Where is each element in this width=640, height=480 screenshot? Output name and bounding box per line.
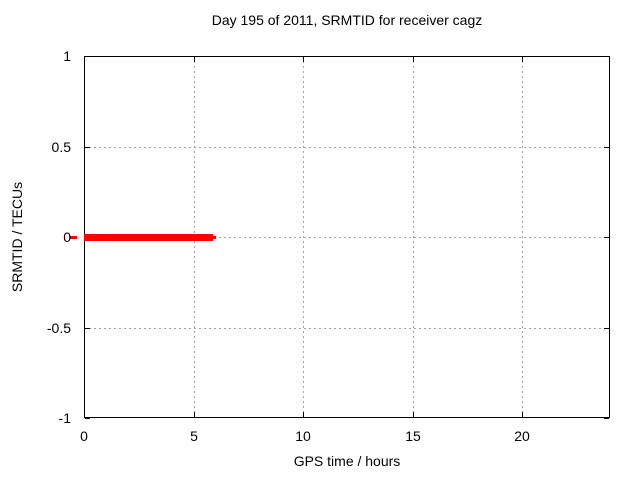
tick-left (85, 56, 90, 57)
tick-left (85, 328, 90, 329)
tick-top (413, 57, 414, 62)
tick-top (194, 57, 195, 62)
y-tick-label: 0.5 (51, 139, 71, 155)
series-line-srmtid (84, 234, 213, 241)
x-tick-label: 20 (514, 428, 530, 444)
gridline-horizontal (84, 237, 610, 238)
tick-top (84, 57, 85, 62)
tick-left (85, 418, 90, 419)
y-tick-label: 1 (63, 48, 71, 64)
tick-bottom (84, 412, 85, 417)
tick-bottom (303, 412, 304, 417)
tick-bottom (194, 412, 195, 417)
gridline-horizontal (84, 147, 610, 148)
tick-right (604, 56, 609, 57)
tick-top (303, 57, 304, 62)
gridline-horizontal (84, 328, 610, 329)
y-tick-label: 0 (63, 229, 71, 245)
y-tick-label: -0.5 (46, 320, 71, 336)
y-tick-label: -1 (58, 410, 71, 426)
chart-title: Day 195 of 2011, SRMTID for receiver cag… (211, 12, 483, 28)
tick-bottom (522, 412, 523, 417)
x-tick-label: 0 (80, 428, 88, 444)
tick-bottom (413, 412, 414, 417)
x-tick-label: 15 (405, 428, 421, 444)
x-tick-label: 10 (295, 428, 311, 444)
tick-right (604, 147, 609, 148)
tick-top (522, 57, 523, 62)
series-endcap (213, 236, 216, 239)
x-tick-label: 5 (190, 428, 198, 444)
series-edge-dash (70, 236, 77, 239)
tick-right (604, 328, 609, 329)
tick-right (604, 418, 609, 419)
tick-right (604, 237, 609, 238)
x-axis-label: GPS time / hours (293, 453, 401, 469)
tick-left (85, 147, 90, 148)
